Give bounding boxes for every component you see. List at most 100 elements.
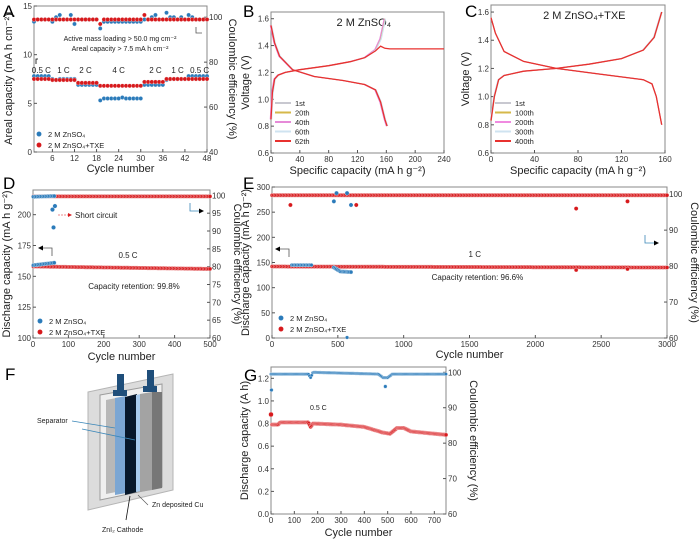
plot-frame: [270, 366, 447, 515]
legend-marker: [278, 315, 284, 321]
anode-label: Zn deposited Cu: [152, 502, 203, 509]
y2-tick-label: 70: [448, 475, 457, 484]
discharge-curve: [270, 25, 388, 127]
ce-point: [50, 207, 55, 212]
x-tick-label: 700: [428, 516, 442, 525]
x-tick-label: 80: [574, 155, 583, 164]
discharge-curve: [271, 25, 389, 127]
capacity-point: [116, 96, 121, 101]
anode-pointer: [137, 494, 149, 506]
y-tick-label: 10: [23, 51, 32, 60]
capacity-point: [268, 411, 274, 418]
x-tick-label: 400: [358, 516, 372, 525]
capacity-point: [98, 98, 103, 103]
x-tick-label: 160: [658, 155, 672, 164]
y-tick-label: 0.8: [258, 122, 270, 131]
capacity-point: [94, 80, 99, 86]
y-tick-label: 250: [257, 208, 271, 217]
right-arrow-icon: [199, 208, 204, 214]
ce-point: [334, 190, 339, 196]
y2-tick-label: 60: [212, 334, 221, 343]
x-tick-label: 160: [380, 155, 394, 164]
rate-label: 2 C: [149, 66, 162, 75]
legend-label: 20th: [295, 109, 310, 118]
y-tick-label: 150: [18, 272, 32, 281]
legend-label: 2 M ZnSO₄: [290, 314, 327, 323]
anode-back: [152, 392, 162, 490]
x-tick-label: 600: [404, 516, 418, 525]
x-tick-label: 24: [114, 154, 123, 163]
panel-letter-e: E: [243, 174, 254, 193]
left-arrow-icon: [38, 245, 43, 251]
y-axis-label: Discharge capacity (mA h g⁻²): [240, 189, 252, 336]
y-tick-label: 1.0: [478, 93, 490, 102]
ce-point: [207, 194, 213, 199]
capacity-point: [625, 266, 630, 272]
y2-tick-label: 100: [669, 190, 683, 199]
y2-tick-label: 60: [669, 334, 678, 343]
y-axis-label: Voltage (V): [460, 52, 472, 106]
capacity-point: [309, 263, 314, 267]
y-tick-label: 0.4: [258, 465, 270, 474]
legend-label: 400th: [515, 137, 534, 146]
y2-tick-label: 100: [209, 13, 223, 22]
legend-label: 300th: [515, 128, 534, 137]
x-axis-label: Specific capacity (mA h g⁻²): [510, 165, 646, 177]
tab-right: [147, 370, 154, 386]
pointer-arrow-icon: [68, 213, 72, 217]
capacity-point: [46, 76, 51, 82]
y-tick-label: 0.6: [258, 442, 270, 451]
y-tick-label: 0.6: [478, 149, 490, 158]
ce-point: [153, 12, 158, 18]
ce-point: [383, 384, 388, 389]
x-tick-label: 200: [408, 155, 422, 164]
x-tick-label: 0: [270, 340, 275, 349]
x-tick-label: 2000: [526, 340, 544, 349]
y2-tick-label: 65: [212, 316, 221, 325]
x-tick-label: 120: [351, 155, 365, 164]
ce-point: [52, 193, 57, 199]
legend-label: 60th: [295, 128, 310, 137]
panel-g: 0 100 200 300 400 500 600 700 0.0 0.2 0.4 0.6 0.8 1.0…: [239, 366, 479, 539]
capacity-point: [664, 265, 670, 270]
left-arrow-icon: [35, 58, 38, 64]
y-tick-label: 100: [18, 334, 32, 343]
x-tick-label: 500: [203, 340, 217, 349]
y-tick-label: 300: [257, 183, 271, 192]
rate-label: 2 C: [79, 66, 92, 75]
x-tick-label: 36: [158, 154, 167, 163]
separator-pointer: [81, 428, 136, 441]
panel-a: 6 12 18 24 30 36 42 48 0 5 10 15 40 60 80 100 Cycle numb…: [3, 2, 238, 175]
separator-label: Separator: [37, 418, 68, 425]
y-tick-label: 0.0: [258, 510, 270, 519]
annotation-loading: Active mass loading > 50.0 mg cm⁻²: [64, 36, 177, 43]
rate-label: 1 C: [57, 66, 70, 75]
y-tick-label: 1.0: [258, 95, 270, 104]
x-tick-label: 6: [50, 154, 55, 163]
rate-label: 0.5 C: [190, 66, 209, 75]
legend-label: 100th: [515, 109, 534, 118]
ce-outlier: [625, 199, 630, 204]
legend-label: 2 M ZnSO₄+TXE: [48, 141, 104, 150]
right-arrow-icon: [654, 240, 659, 246]
legend-marker: [37, 318, 43, 324]
x-tick-label: 30: [136, 154, 145, 163]
y-tick-label: 50: [261, 309, 270, 318]
x-tick-label: 12: [70, 154, 79, 163]
legend-label: 2 M ZnSO₄+TXE: [49, 328, 105, 337]
panel-e: 0 500 1000 1500 2000 2500 3000 0 50 100 150 200 250 3…: [240, 183, 700, 361]
y-tick-label: 1.2: [478, 64, 490, 73]
y-tick-label: 175: [18, 242, 32, 251]
capacity-point: [345, 335, 349, 340]
y-tick-label: 15: [23, 2, 32, 11]
y2-tick-label: 90: [669, 226, 678, 235]
axis-arrow-line: [644, 235, 656, 244]
ce-point: [138, 17, 143, 22]
x-axis-label: Cycle number: [436, 349, 504, 361]
y-tick-label: 1.2: [258, 374, 270, 383]
tab-left: [117, 374, 124, 390]
x-tick-label: 18: [92, 154, 101, 163]
y2-tick-label: 100: [212, 191, 226, 200]
rate-label: 0.5 C: [118, 251, 137, 260]
x-tick-label: 300: [133, 340, 147, 349]
